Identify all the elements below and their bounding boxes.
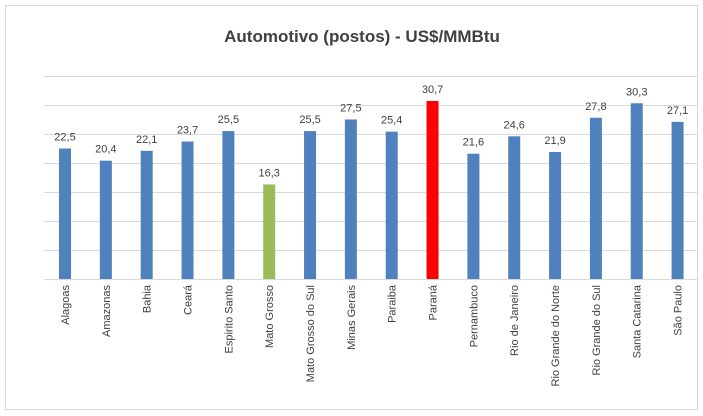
data-label: 27,1 [667,105,688,117]
x-tick-label: Paraiba [387,284,399,323]
bar [140,150,153,279]
data-label: 24,6 [504,119,525,131]
bar [671,121,684,279]
x-tick-label: Espirito Santo [223,285,235,353]
data-label: 27,5 [340,103,361,115]
data-label: 30,3 [626,86,647,98]
x-tick-label: Rio Grande do Norte [550,285,562,387]
bar [304,131,317,279]
bar [630,103,643,279]
data-label: 27,8 [585,101,606,113]
data-label: 25,5 [299,114,320,126]
x-tick-label: Rio de Janeiro [509,285,521,356]
bar [181,141,194,279]
data-label: 22,5 [54,132,75,144]
data-label: 16,3 [258,167,279,179]
data-label: 25,4 [381,115,402,127]
data-label: 25,5 [218,114,239,126]
chart-title: Automotivo (postos) - US$/MMBtu [224,27,500,46]
x-tick-label: Amazonas [101,285,113,337]
x-tick-label: Mato Grosso do Sul [305,285,317,382]
bar [59,148,72,279]
x-tick-label: Rio Grande do Sul [591,285,603,376]
bar [344,119,357,279]
x-tick-label: Bahia [142,284,154,313]
data-label: 22,1 [136,134,157,146]
bar [263,184,276,279]
bar [222,131,235,279]
bar [99,160,112,279]
bar [589,117,602,279]
data-label: 23,7 [177,125,198,137]
data-label: 21,9 [544,135,565,147]
bar [508,136,521,279]
data-label: 21,6 [463,137,484,149]
data-label: 30,7 [422,84,443,96]
bar [426,100,439,279]
x-tick-label: Pernambuco [468,285,480,347]
x-tick-label: São Paulo [673,285,685,336]
bar [467,153,480,279]
bar [385,131,398,279]
bar [549,151,562,279]
x-tick-label: Alagoas [60,285,72,325]
x-tick-label: Minas Gerais [346,285,358,350]
x-tick-label: Mato Grosso [264,285,276,348]
data-label: 20,4 [95,144,116,156]
x-tick-label: Paraná [428,284,440,320]
x-tick-label: Ceará [183,284,195,315]
x-tick-label: Santa Catarina [632,284,644,358]
